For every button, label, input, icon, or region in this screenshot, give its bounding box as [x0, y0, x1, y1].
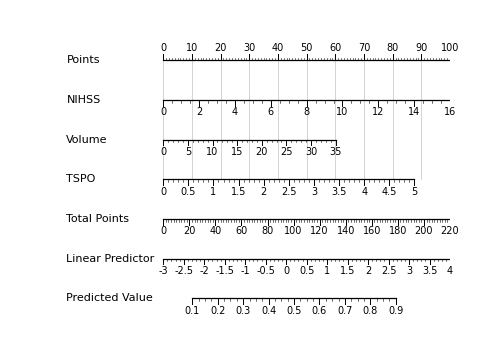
- Text: 15: 15: [231, 147, 243, 157]
- Text: 0.4: 0.4: [261, 306, 276, 316]
- Text: 1.5: 1.5: [231, 187, 246, 197]
- Text: 0.9: 0.9: [388, 306, 404, 316]
- Text: 8: 8: [304, 108, 310, 117]
- Text: 12: 12: [372, 108, 384, 117]
- Text: 50: 50: [300, 43, 313, 53]
- Text: 4: 4: [361, 187, 367, 197]
- Text: 10: 10: [186, 43, 198, 53]
- Text: 25: 25: [280, 147, 292, 157]
- Text: 80: 80: [262, 226, 274, 236]
- Text: 10: 10: [336, 108, 348, 117]
- Text: Predicted Value: Predicted Value: [66, 293, 153, 303]
- Text: 200: 200: [414, 226, 433, 236]
- Text: 2: 2: [196, 108, 202, 117]
- Text: 2.5: 2.5: [281, 187, 296, 197]
- Text: 0.1: 0.1: [184, 306, 200, 316]
- Text: -0.5: -0.5: [256, 266, 275, 276]
- Text: Linear Predictor: Linear Predictor: [66, 254, 154, 263]
- Text: 20: 20: [256, 147, 268, 157]
- Text: 30: 30: [305, 147, 317, 157]
- Text: 0: 0: [160, 43, 166, 53]
- Text: 0.6: 0.6: [312, 306, 327, 316]
- Text: Points: Points: [66, 55, 100, 65]
- Text: 90: 90: [415, 43, 428, 53]
- Text: 1: 1: [210, 187, 216, 197]
- Text: -2: -2: [200, 266, 209, 276]
- Text: NIHSS: NIHSS: [66, 95, 100, 105]
- Text: 35: 35: [330, 147, 342, 157]
- Text: 0: 0: [160, 147, 166, 157]
- Text: 160: 160: [362, 226, 381, 236]
- Text: 220: 220: [440, 226, 460, 236]
- Text: -1.5: -1.5: [216, 266, 234, 276]
- Text: 0: 0: [283, 266, 289, 276]
- Text: 0.5: 0.5: [286, 306, 302, 316]
- Text: 2: 2: [260, 187, 267, 197]
- Text: 20: 20: [183, 226, 196, 236]
- Text: 140: 140: [336, 226, 355, 236]
- Text: 180: 180: [388, 226, 407, 236]
- Text: 0.5: 0.5: [299, 266, 314, 276]
- Text: 3.5: 3.5: [332, 187, 346, 197]
- Text: 0: 0: [160, 108, 166, 117]
- Text: -2.5: -2.5: [174, 266, 193, 276]
- Text: 100: 100: [284, 226, 303, 236]
- Text: 5: 5: [411, 187, 418, 197]
- Text: 60: 60: [236, 226, 248, 236]
- Text: 0: 0: [160, 187, 166, 197]
- Text: 0: 0: [160, 226, 166, 236]
- Text: 0.2: 0.2: [210, 306, 226, 316]
- Text: 16: 16: [444, 108, 456, 117]
- Text: 14: 14: [408, 108, 420, 117]
- Text: 4: 4: [447, 266, 453, 276]
- Text: 0.7: 0.7: [337, 306, 352, 316]
- Text: 80: 80: [386, 43, 399, 53]
- Text: 2.5: 2.5: [381, 266, 396, 276]
- Text: 0.5: 0.5: [180, 187, 196, 197]
- Text: 100: 100: [441, 43, 459, 53]
- Text: 120: 120: [310, 226, 329, 236]
- Text: Volume: Volume: [66, 135, 108, 145]
- Text: 40: 40: [272, 43, 284, 53]
- Text: 5: 5: [185, 147, 191, 157]
- Text: 3: 3: [406, 266, 412, 276]
- Text: 60: 60: [329, 43, 342, 53]
- Text: 3: 3: [311, 187, 317, 197]
- Text: TSPO: TSPO: [66, 174, 96, 184]
- Text: 1.5: 1.5: [340, 266, 355, 276]
- Text: 0.8: 0.8: [362, 306, 378, 316]
- Text: 4.5: 4.5: [382, 187, 397, 197]
- Text: 1: 1: [324, 266, 330, 276]
- Text: 70: 70: [358, 43, 370, 53]
- Text: 0.3: 0.3: [236, 306, 251, 316]
- Text: 4: 4: [232, 108, 238, 117]
- Text: 2: 2: [365, 266, 371, 276]
- Text: 40: 40: [210, 226, 222, 236]
- Text: Total Points: Total Points: [66, 214, 130, 224]
- Text: -1: -1: [240, 266, 250, 276]
- Text: -3: -3: [158, 266, 168, 276]
- Text: 20: 20: [214, 43, 227, 53]
- Text: 6: 6: [268, 108, 274, 117]
- Text: 10: 10: [206, 147, 218, 157]
- Text: 3.5: 3.5: [422, 266, 437, 276]
- Text: 30: 30: [243, 43, 256, 53]
